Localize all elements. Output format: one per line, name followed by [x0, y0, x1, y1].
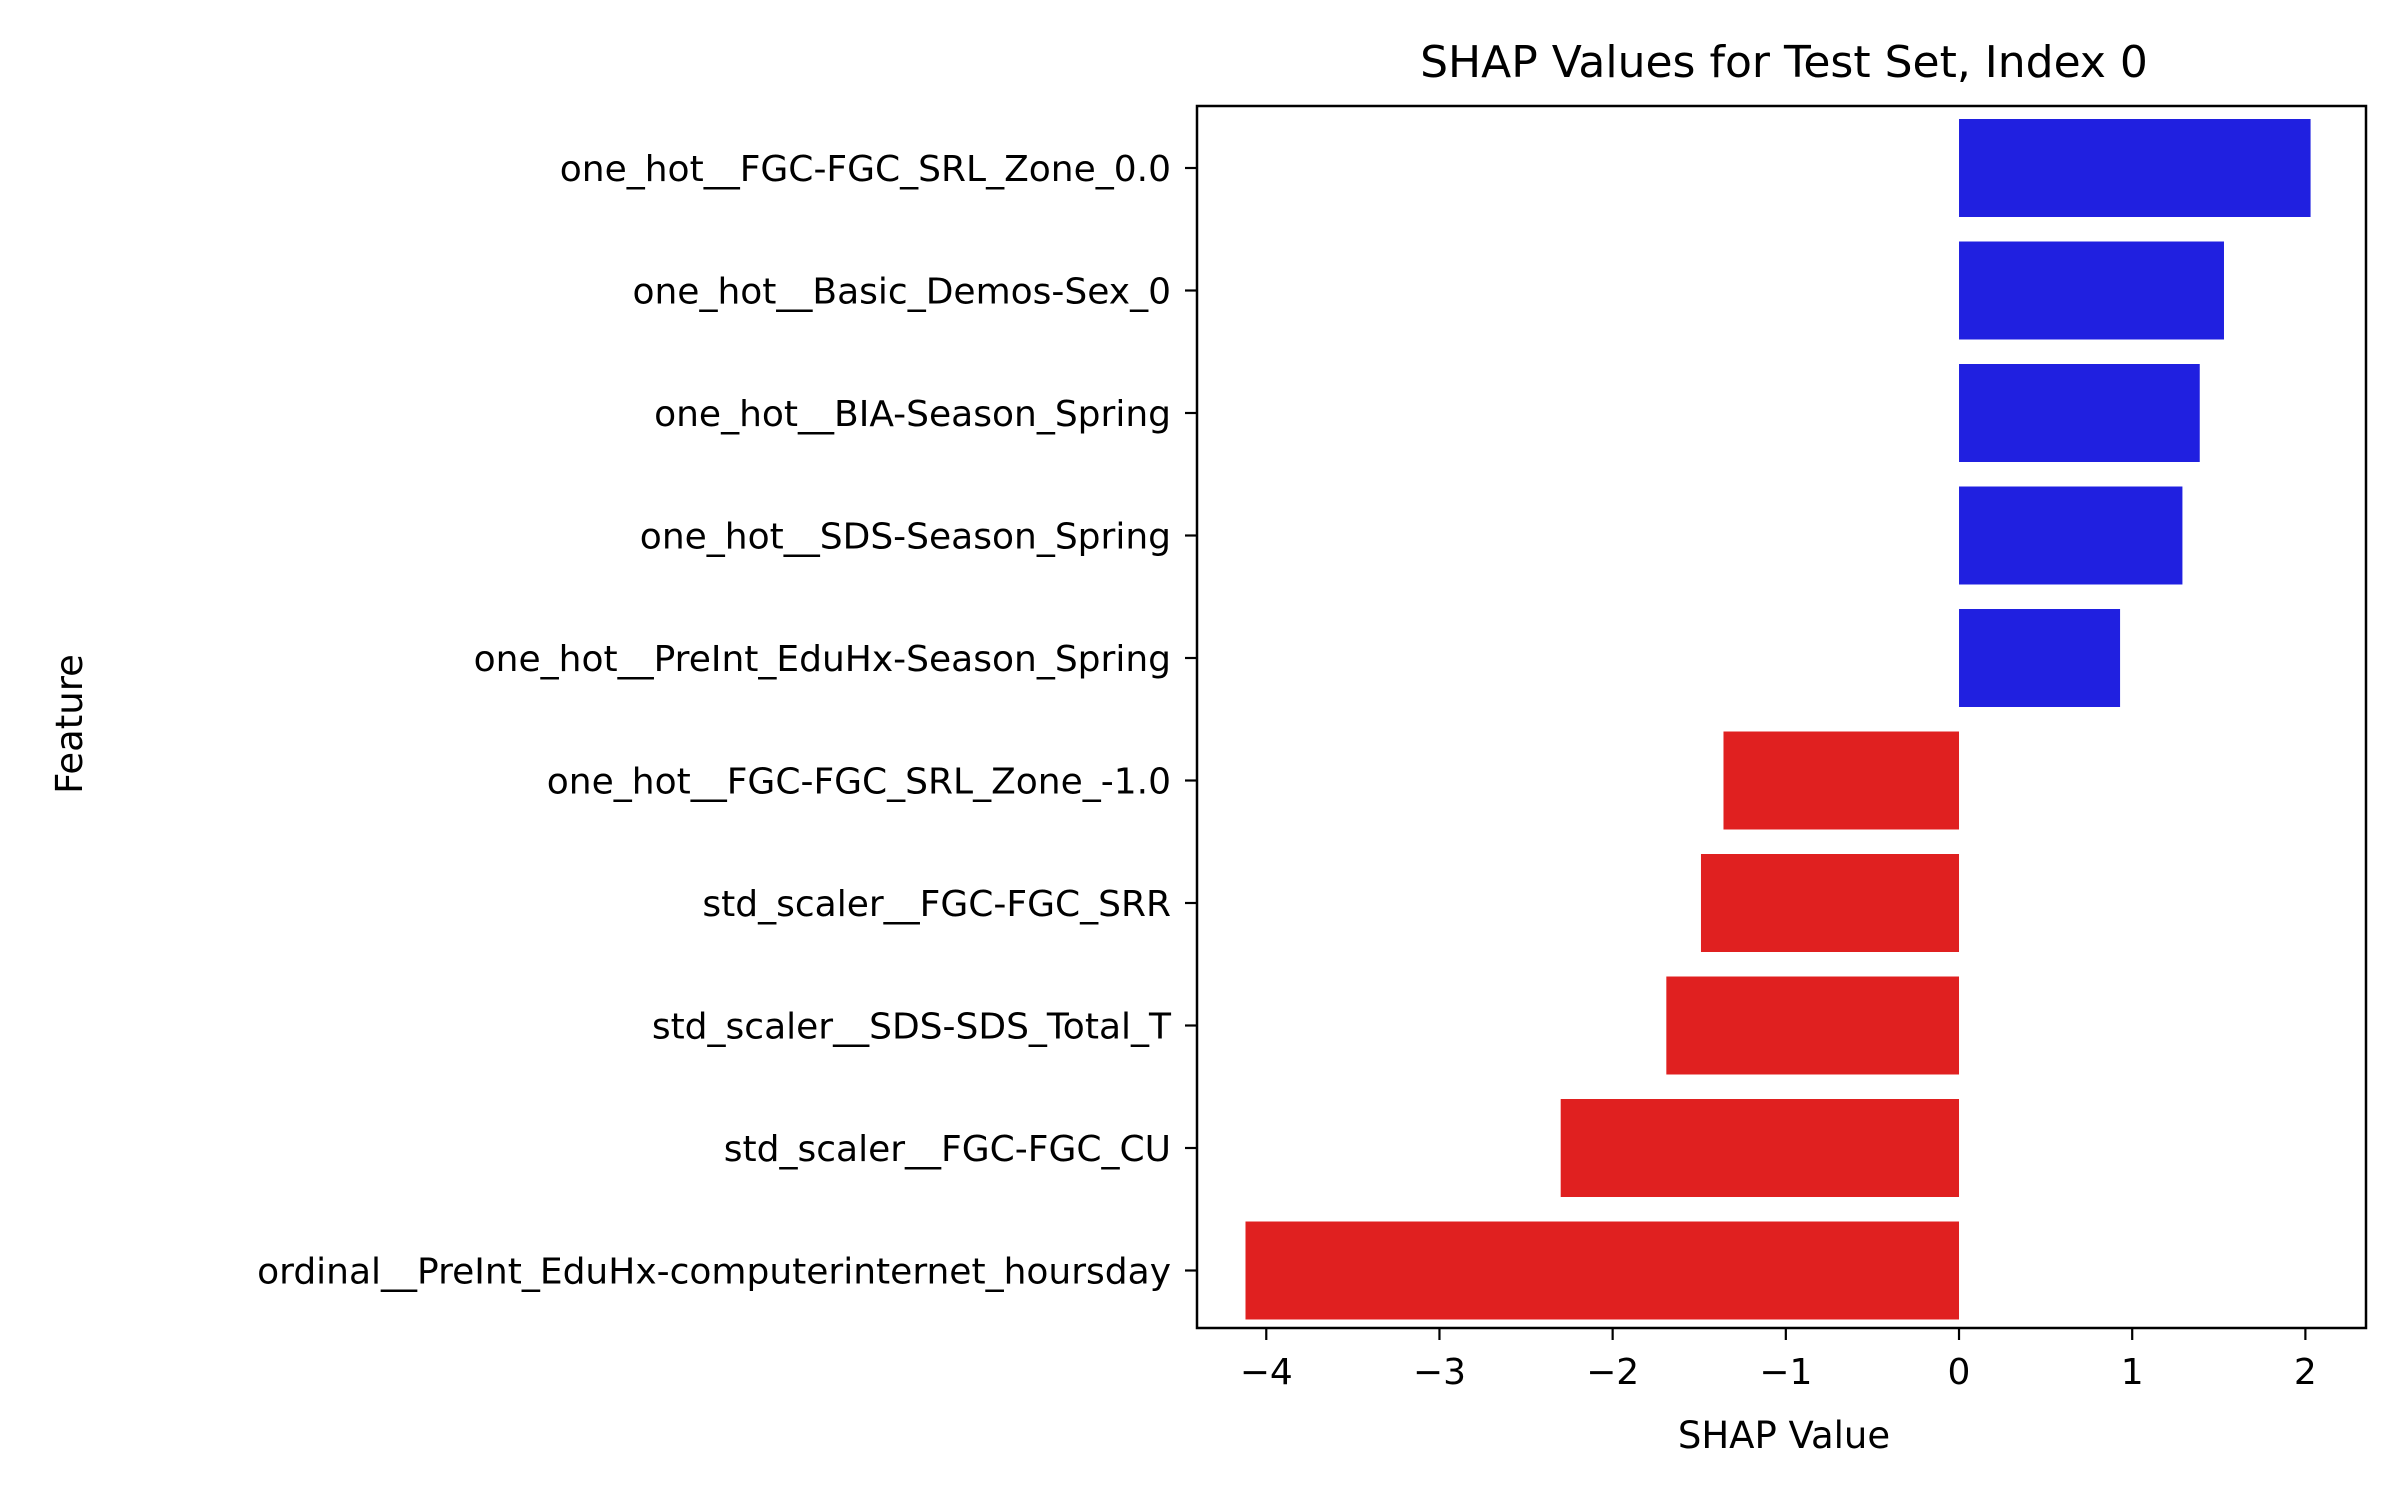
- x-axis-label: SHAP Value: [1678, 1414, 1890, 1457]
- bar-std-scaler-fgc-fgc-srr: [1700, 854, 1960, 952]
- x-tick-label: −4: [1240, 1352, 1293, 1393]
- y-tick-label: ordinal__PreInt_EduHx-computerinternet_h…: [257, 1252, 1171, 1293]
- y-tick-label: one_hot__FGC-FGC_SRL_Zone_-1.0: [547, 762, 1171, 803]
- y-tick-label: one_hot__SDS-Season_Spring: [640, 517, 1171, 558]
- plot-area-frame: [1195, 104, 2368, 1330]
- y-tick-label: std_scaler__SDS-SDS_Total_T: [652, 1007, 1172, 1048]
- bars: [1245, 119, 2311, 1320]
- y-tick-label: one_hot__BIA-Season_Spring: [654, 394, 1171, 435]
- y-tick-label: std_scaler__FGC-FGC_CU: [724, 1129, 1171, 1170]
- y-tick-label: std_scaler__FGC-FGC_SRR: [702, 884, 1171, 925]
- y-tick-label: one_hot__PreInt_EduHx-Season_Spring: [474, 639, 1171, 680]
- y-tick-label: one_hot__Basic_Demos-Sex_0: [632, 272, 1171, 313]
- chart-title: SHAP Values for Test Set, Index 0: [1420, 37, 2148, 88]
- x-tick-label: −1: [1759, 1352, 1812, 1393]
- x-axis: −4 −3 −2 −1 0 1 2: [1240, 1328, 2317, 1393]
- x-tick-label: −2: [1586, 1352, 1639, 1393]
- bar-one-hot-basic-demos-sex-0: [1959, 241, 2224, 340]
- bar-ordinal-preint-eduhx-computerinternet-hoursday: [1245, 1221, 1960, 1320]
- y-tick-label: one_hot__FGC-FGC_SRL_Zone_0.0: [560, 149, 1171, 190]
- bar-one-hot-sds-season-spring: [1959, 486, 2183, 585]
- x-tick-label: 0: [1948, 1352, 1971, 1393]
- bar-one-hot-bia-season-spring: [1959, 364, 2200, 462]
- y-axis: one_hot__FGC-FGC_SRL_Zone_0.0 one_hot__Ba…: [257, 149, 1197, 1293]
- bar-one-hot-fgc-fgc-srl-zone-1-0: [1723, 731, 1960, 830]
- x-tick-label: −3: [1413, 1352, 1466, 1393]
- y-axis-label: Feature: [48, 654, 91, 794]
- bar-std-scaler-sds-sds-total-t: [1666, 976, 1960, 1075]
- x-tick-label: 1: [2121, 1352, 2144, 1393]
- x-tick-label: 2: [2294, 1352, 2317, 1393]
- bar-one-hot-fgc-fgc-srl-zone-0-0: [1959, 119, 2311, 217]
- bar-one-hot-preint-eduhx-season-spring: [1959, 609, 2121, 707]
- bar-std-scaler-fgc-fgc-cu: [1560, 1099, 1960, 1197]
